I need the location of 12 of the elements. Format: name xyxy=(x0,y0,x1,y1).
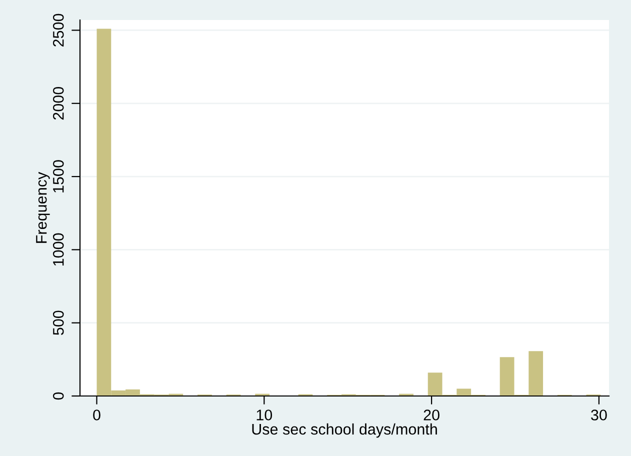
x-axis-title: Use sec school days/month xyxy=(252,423,437,438)
y-tick-label: 2000 xyxy=(52,86,64,120)
y-axis-title: Frequency xyxy=(36,172,50,243)
y-tick-label: 2500 xyxy=(52,14,64,46)
y-tick-label: 500 xyxy=(52,310,64,335)
y-tick-label: 1500 xyxy=(52,160,64,192)
x-tick-label: 20 xyxy=(424,410,440,420)
y-tick-label: 1000 xyxy=(52,233,64,266)
y-tick-label: 0 xyxy=(52,392,64,400)
x-tick-label: 30 xyxy=(591,410,607,420)
x-tick-label: 0 xyxy=(93,410,100,420)
x-tick-label: 10 xyxy=(256,410,272,420)
